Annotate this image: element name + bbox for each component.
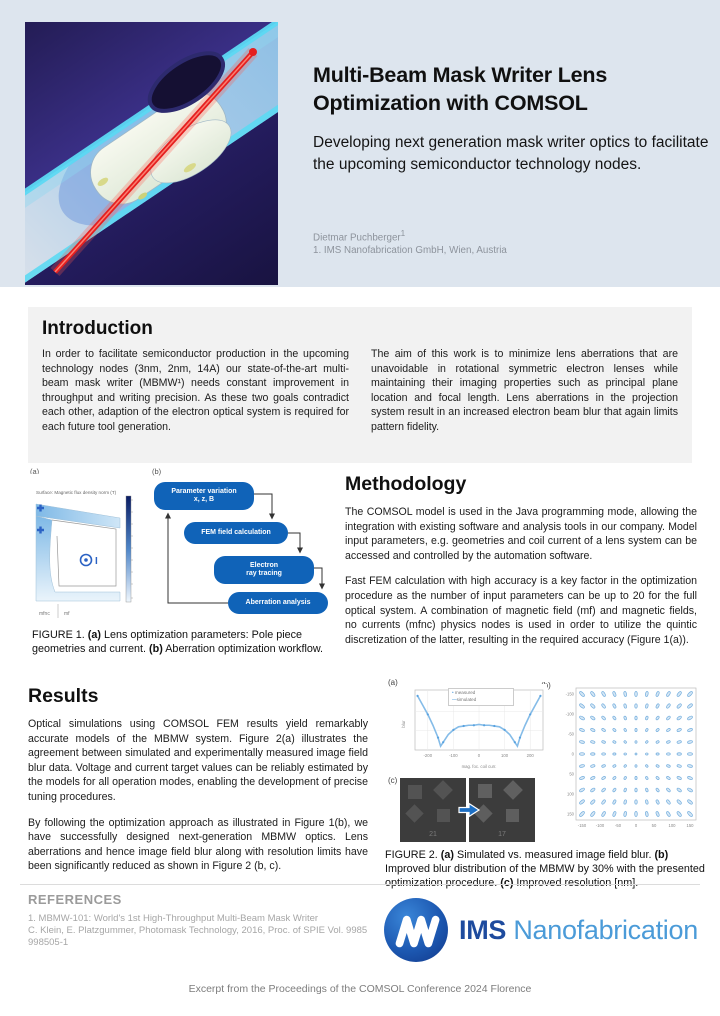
methodology-heading: Methodology — [345, 473, 467, 495]
methodology-p2: Fast FEM calculation with high accuracy … — [345, 575, 697, 646]
svg-text:-150: -150 — [566, 692, 575, 697]
svg-text:100: 100 — [501, 753, 509, 758]
svg-text:50: 50 — [569, 772, 574, 777]
svg-text:150: 150 — [567, 812, 575, 817]
figure2-label-a: (a) — [388, 678, 398, 687]
svg-text:-100: -100 — [449, 753, 458, 758]
svg-text:-50: -50 — [568, 732, 575, 737]
introduction-col1: In order to facilitate semiconductor pro… — [42, 348, 349, 434]
methodology-p1: The COMSOL model is used in the Java pro… — [345, 506, 697, 562]
figure1b-workflow: Parameter variation x, z, B FEM field ca… — [150, 472, 332, 622]
author-superscript: 1 — [400, 229, 406, 238]
legend-measured: measured — [454, 690, 476, 695]
footer-text: Excerpt from the Proceedings of the COMS… — [188, 983, 532, 995]
resolution-after-value: 17 — [498, 831, 506, 838]
svg-text:-100: -100 — [596, 823, 605, 828]
author-name: Dietmar Puchberger — [313, 232, 401, 244]
results-heading: Results — [28, 685, 99, 707]
poster-title: Multi-Beam Mask Writer Lens Optimization… — [313, 63, 608, 115]
workflow-step-aberration-analysis: Aberration analysis — [228, 592, 328, 614]
ims-logo-icon — [384, 898, 448, 962]
logo-text-ims: IMS — [459, 914, 507, 945]
results-section: Results Optical simulations using COMSOL… — [28, 685, 368, 885]
references-section: REFERENCES 1. MBMW-101: World's 1st High… — [28, 892, 378, 949]
physics-region-mfnc: mfnc — [39, 611, 50, 617]
references-heading: REFERENCES — [28, 892, 122, 907]
legend-simulated: simulated — [456, 696, 477, 702]
methodology-section: Methodology The COMSOL model is used in … — [345, 473, 697, 658]
svg-text:-100: -100 — [566, 712, 575, 717]
introduction-heading: Introduction — [42, 318, 153, 339]
svg-text:200: 200 — [527, 753, 535, 758]
figure2b-blur-distribution: -150 -100 -50 0 50 100 150 -150 -100 -50 0 50 100 15… — [552, 684, 704, 844]
results-p1: Optical simulations using COMSOL FEM res… — [28, 718, 368, 804]
coil-current-label: I — [95, 556, 98, 567]
svg-text:-50: -50 — [615, 823, 622, 828]
figure2-label-c: (c) — [388, 776, 398, 785]
workflow-arrows — [165, 493, 325, 604]
figure2-caption: FIGURE 2. (a) Simulated vs. measured ima… — [385, 849, 705, 889]
figure2a-legend: • measured —simulated — [448, 688, 514, 706]
hero-simulation-image — [25, 22, 278, 285]
workflow-step-ray-tracing: Electron ray tracing — [214, 556, 314, 584]
svg-text:-200: -200 — [423, 753, 432, 758]
poster-subtitle: Developing next generation mask writer o… — [313, 134, 709, 173]
lens-render-graphic — [25, 22, 278, 285]
svg-text:0: 0 — [478, 753, 481, 758]
author-line: Dietmar Puchberger1 — [313, 229, 405, 243]
figure2c-sem-images: 21 17 — [400, 778, 536, 842]
logo-text-nanofabrication: Nanofabrication — [513, 914, 698, 945]
section-divider — [20, 884, 700, 885]
figure2a-ylabel: blur — [401, 720, 406, 728]
reference-line-2: C. Klein, E. Platzgummer, Photomask Tech… — [28, 924, 368, 936]
svg-text:0: 0 — [572, 752, 575, 757]
figure1a-flux-plot: Surface: Magnetic flux density norm (T) … — [28, 474, 148, 622]
figure1-caption: FIGURE 1. (a) Lens optimization paramete… — [32, 629, 324, 656]
svg-text:0: 0 — [635, 823, 638, 828]
improvement-arrow-icon — [458, 802, 481, 818]
workflow-step-parameter-variation: Parameter variation x, z, B — [154, 482, 254, 510]
introduction-section: Introduction In order to facilitate semi… — [28, 307, 692, 463]
logo-wordmark: IMS Nanofabrication — [459, 915, 698, 946]
resolution-before-value: 21 — [429, 831, 437, 838]
svg-text:100: 100 — [669, 823, 677, 828]
sem-panel-before: 21 — [400, 778, 466, 842]
results-p2: By following the optimization approach a… — [28, 816, 368, 873]
ims-nanofabrication-logo: IMS Nanofabrication — [383, 897, 698, 963]
workflow-step-fem-calculation: FEM field calculation — [184, 522, 288, 544]
physics-region-mf: mf — [64, 611, 70, 617]
figure2a-xlabel: mag. foc. coil curr. — [462, 764, 497, 769]
reference-line-1: 1. MBMW-101: World's 1st High-Throughput… — [28, 913, 319, 924]
svg-text:-150: -150 — [578, 823, 587, 828]
svg-text:150: 150 — [687, 823, 695, 828]
header-band: Multi-Beam Mask Writer Lens Optimization… — [0, 0, 720, 287]
affiliation-line: 1. IMS Nanofabrication GmbH, Wien, Austr… — [313, 245, 507, 256]
figure1-label-b: (b) — [152, 467, 162, 476]
figure1-label-a: (a) — [30, 467, 40, 476]
svg-text:100: 100 — [567, 792, 575, 797]
svg-text:50: 50 — [652, 823, 657, 828]
figure1a-title: Surface: Magnetic flux density norm (T) — [36, 490, 117, 495]
introduction-col2: The aim of this work is to minimize lens… — [371, 348, 678, 434]
reference-line-3: 998505-1 — [28, 936, 69, 948]
